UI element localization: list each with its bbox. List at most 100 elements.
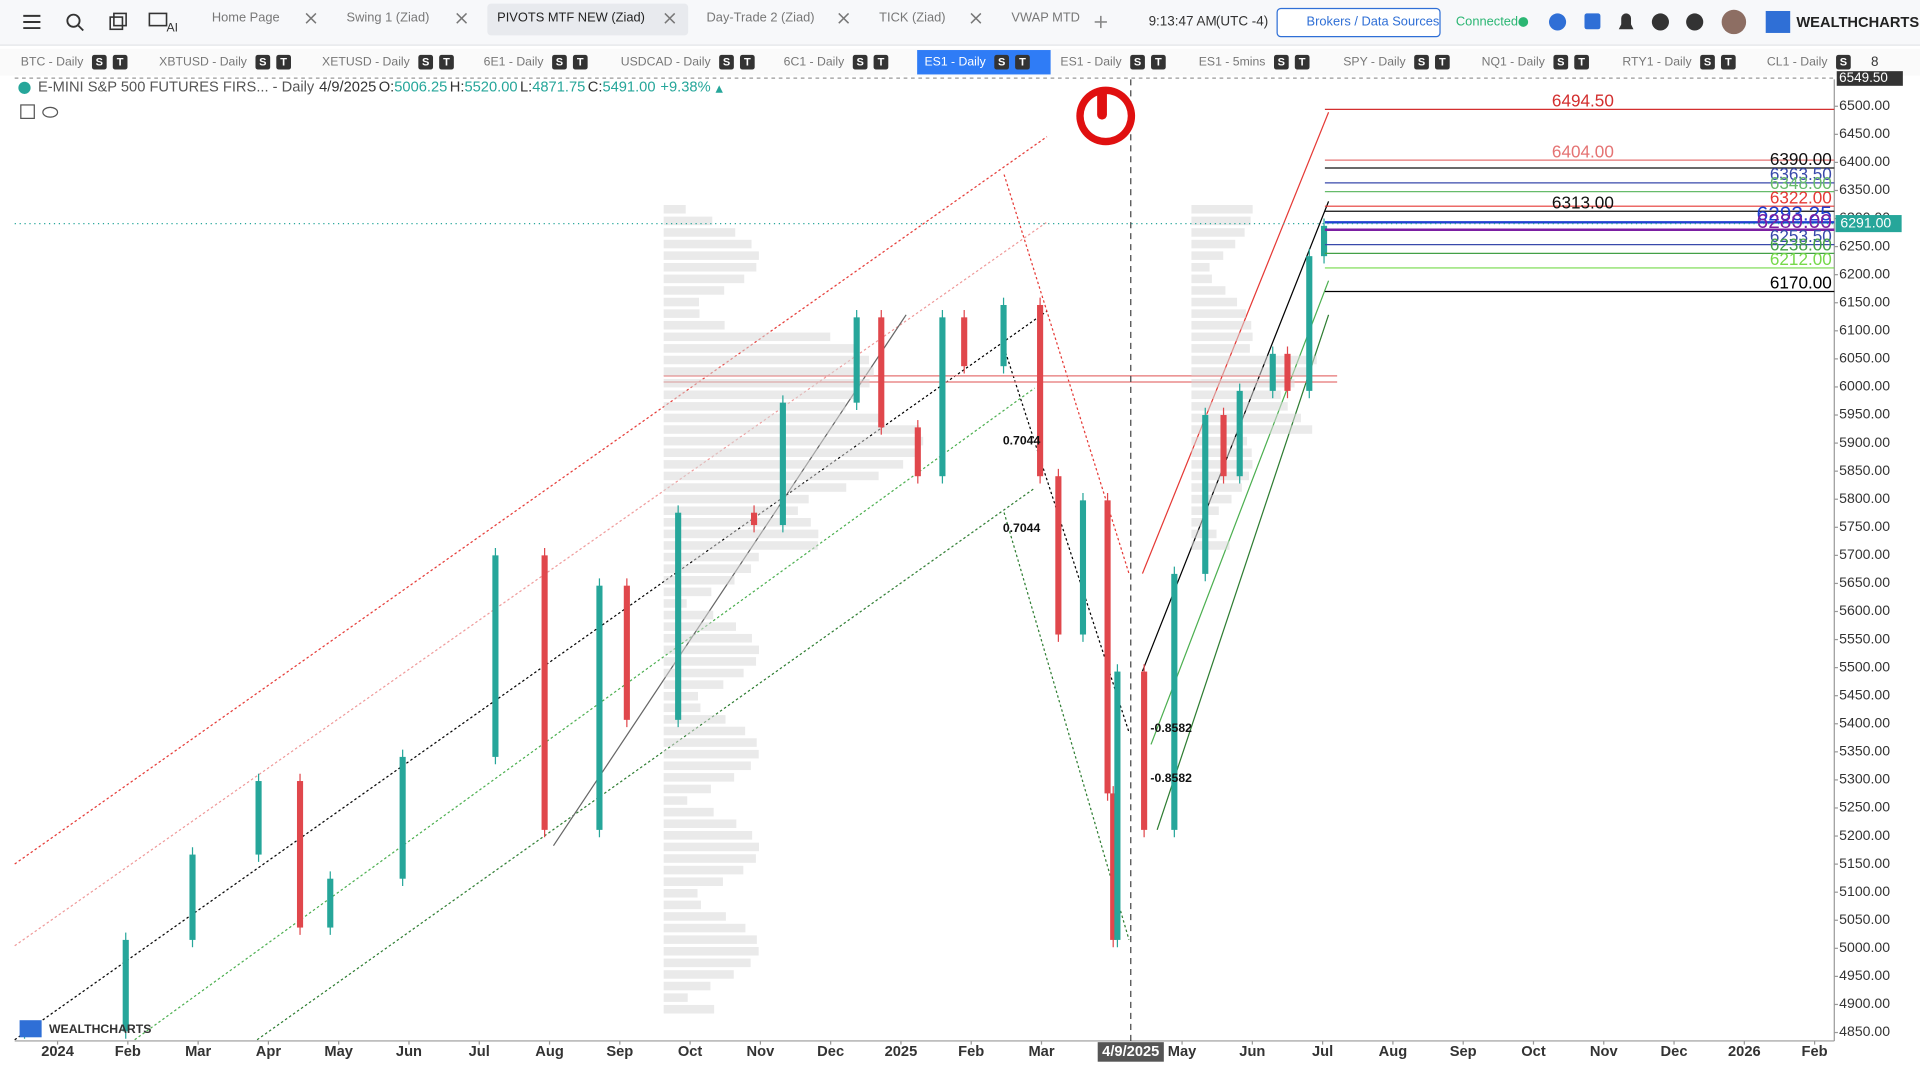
close-tab[interactable]	[664, 12, 676, 24]
y-tick-label: 5600.00	[1839, 602, 1890, 618]
candle-body	[1306, 256, 1313, 391]
ai-label[interactable]: AI	[167, 20, 179, 34]
y-tick-label: 5300.00	[1839, 771, 1890, 787]
close-tab[interactable]	[970, 12, 982, 24]
brokers-button[interactable]	[1276, 7, 1441, 38]
candle-body	[1141, 671, 1148, 830]
x-tick-label: Dec	[817, 1044, 844, 1060]
candle-body	[675, 512, 682, 720]
profile-bar	[663, 993, 688, 1002]
symbol-badge-label: S	[856, 57, 863, 69]
search-icon[interactable]	[66, 13, 84, 32]
close-tab[interactable]	[305, 12, 317, 24]
x-tick-label: May	[324, 1044, 353, 1060]
y-tick-label: 5550.00	[1839, 630, 1890, 646]
price-axis-bg	[1834, 79, 1920, 1041]
bell-icon[interactable]	[1618, 13, 1634, 30]
x-tick-label: Mar	[185, 1044, 211, 1060]
symbol-badge	[1294, 54, 1310, 70]
symbol-badge-label: S	[723, 57, 730, 69]
price-level-label: 6253.50	[1770, 227, 1832, 246]
workspace-tab[interactable]: VWAP MTD	[1011, 10, 1080, 25]
symbol-badge	[418, 54, 434, 70]
candle-body	[189, 854, 196, 940]
avatar[interactable]	[1721, 9, 1747, 35]
symbol-tab[interactable]: NQ1 - Daily	[1482, 54, 1546, 68]
price-level-label: 6238.00	[1770, 236, 1832, 255]
profile-bar	[663, 262, 757, 272]
bar-date: 4/9/2025	[319, 80, 376, 96]
symbol-tab[interactable]: BTC - Daily	[21, 54, 84, 68]
symbol-badge	[552, 54, 567, 70]
help-icon[interactable]	[1686, 13, 1704, 31]
workspace-tab[interactable]: PIVOTS MTF NEW (Ziad)	[497, 10, 645, 25]
symbol-tab[interactable]: ES1 - Daily	[1060, 54, 1122, 68]
candle-body	[1202, 415, 1209, 574]
profile-bar	[663, 436, 924, 446]
active-tab	[487, 3, 689, 36]
candle-body	[541, 555, 548, 830]
y-tick-label: 5350.00	[1839, 743, 1890, 759]
candle-body	[492, 555, 499, 757]
users-icon[interactable]	[1548, 13, 1567, 31]
settings-icon[interactable]	[1651, 13, 1669, 31]
symbol-badge	[1700, 54, 1715, 70]
candle-body	[596, 585, 603, 830]
brokers-label[interactable]: Brokers / Data Sources	[1307, 13, 1440, 28]
symbol-tab[interactable]: USDCAD - Daily	[621, 54, 712, 68]
candle-body	[961, 317, 968, 367]
symbol-badge	[1720, 54, 1736, 70]
symbol-tab[interactable]: CL1 - Daily	[1767, 54, 1828, 68]
symbol-badge	[276, 54, 291, 70]
add-tab[interactable]	[1094, 15, 1107, 29]
symbol-tab[interactable]: XETUSD - Daily	[322, 54, 411, 68]
profile-bar	[663, 216, 713, 226]
save-icon[interactable]	[1584, 13, 1601, 30]
profile-bar	[663, 402, 846, 411]
symbol-badge	[1151, 54, 1166, 70]
symbol-badge	[1574, 54, 1589, 70]
ai-icon[interactable]	[148, 12, 168, 27]
symbol-badge-label: T	[1299, 57, 1306, 69]
symbol-tab[interactable]: 6C1 - Daily	[784, 54, 845, 68]
y-tick-label: 6200.00	[1839, 265, 1890, 281]
workspace-tab[interactable]: Day-Trade 2 (Ziad)	[707, 10, 815, 25]
workspace-tab[interactable]: TICK (Ziad)	[879, 10, 945, 25]
profile-bar	[663, 320, 725, 330]
profile-bar	[663, 935, 757, 944]
top-toolbar	[0, 0, 1920, 46]
close-tab[interactable]	[838, 12, 850, 24]
candle-body	[255, 781, 262, 855]
x-tick-label: Aug	[1379, 1044, 1408, 1060]
y-tick-label: 5650.00	[1839, 574, 1890, 590]
workspace-tab[interactable]: Swing 1 (Ziad)	[347, 10, 430, 25]
symbol-tab[interactable]: 6E1 - Daily	[484, 54, 545, 68]
top-price-label: 6549.50	[1839, 70, 1888, 85]
profile-bar	[663, 610, 714, 620]
symbol-badge	[1553, 54, 1569, 70]
symbol-badge	[1274, 54, 1289, 70]
profile-bar	[1191, 216, 1251, 226]
menu-icon[interactable]	[23, 14, 41, 30]
x-tick-label: Sep	[606, 1044, 633, 1060]
candle-body	[853, 317, 860, 403]
layout-icon[interactable]	[109, 12, 127, 31]
symbol-tab[interactable]: ES1 - Daily	[924, 54, 986, 68]
close-tab[interactable]	[456, 12, 468, 24]
symbol-tab[interactable]: XBTUSD - Daily	[159, 54, 248, 68]
profile-bar	[663, 715, 726, 724]
profile-bar	[663, 981, 711, 991]
profile-bar	[663, 309, 700, 318]
profile-bar	[663, 286, 725, 295]
symbol-tab[interactable]: RTY1 - Daily	[1622, 54, 1692, 68]
symbol-tab[interactable]: SPY - Daily	[1343, 54, 1406, 68]
x-tick-label: Oct	[678, 1044, 703, 1060]
profile-bar	[1191, 494, 1232, 504]
x-tick-label: Jun	[396, 1044, 422, 1060]
x-tick-label: May	[1168, 1044, 1197, 1060]
symbol-tab[interactable]: ES1 - 5mins	[1199, 54, 1266, 68]
workspace-tab[interactable]: Home Page	[212, 10, 280, 25]
profile-bar	[663, 274, 745, 284]
chart-tools[interactable]	[20, 104, 59, 119]
